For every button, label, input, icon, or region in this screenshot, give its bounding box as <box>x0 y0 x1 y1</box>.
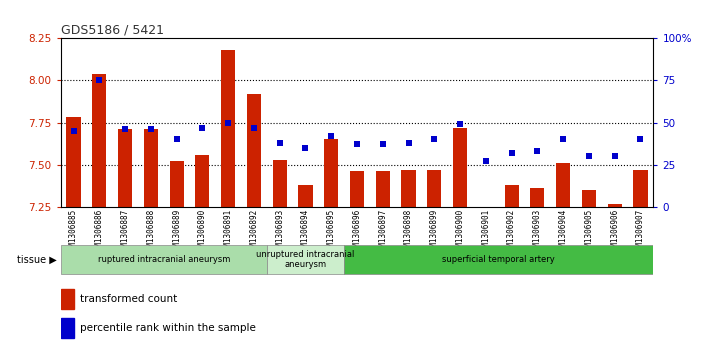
Point <box>119 126 131 132</box>
Bar <box>118 129 132 207</box>
Text: GSM1306888: GSM1306888 <box>146 209 156 255</box>
Text: GSM1306891: GSM1306891 <box>223 209 233 255</box>
Text: tissue ▶: tissue ▶ <box>17 254 57 265</box>
Bar <box>169 161 183 207</box>
Point <box>558 136 569 142</box>
Bar <box>221 50 235 207</box>
Bar <box>505 185 518 207</box>
Point <box>223 119 234 125</box>
Text: GSM1306899: GSM1306899 <box>430 209 439 255</box>
Bar <box>144 129 158 207</box>
Text: GSM1306890: GSM1306890 <box>198 209 207 255</box>
Point <box>635 136 646 142</box>
Point <box>248 125 260 130</box>
Bar <box>66 118 81 207</box>
Bar <box>196 155 209 207</box>
Text: ruptured intracranial aneurysm: ruptured intracranial aneurysm <box>98 255 230 264</box>
Point <box>145 126 156 132</box>
Text: GSM1306896: GSM1306896 <box>353 209 361 255</box>
Text: GSM1306894: GSM1306894 <box>301 209 310 255</box>
Point <box>532 148 543 154</box>
Point <box>94 77 105 83</box>
Bar <box>401 170 416 207</box>
Text: GSM1306898: GSM1306898 <box>404 209 413 255</box>
Bar <box>556 163 570 207</box>
Text: GSM1306885: GSM1306885 <box>69 209 78 255</box>
Bar <box>92 74 106 207</box>
Bar <box>427 170 441 207</box>
Point <box>506 150 518 156</box>
Point <box>403 140 414 146</box>
Text: GSM1306900: GSM1306900 <box>456 209 465 255</box>
Bar <box>344 245 653 274</box>
Bar <box>267 245 344 274</box>
Bar <box>376 171 390 207</box>
Point <box>377 142 388 147</box>
Bar <box>61 318 74 338</box>
Bar <box>453 127 467 207</box>
Bar <box>350 171 364 207</box>
Point <box>609 153 620 159</box>
Bar <box>273 160 287 207</box>
Text: GSM1306893: GSM1306893 <box>275 209 284 255</box>
Point <box>351 142 363 147</box>
Bar <box>324 139 338 207</box>
Text: superficial temporal artery: superficial temporal artery <box>443 255 555 264</box>
Text: GSM1306907: GSM1306907 <box>636 209 645 255</box>
Bar <box>61 245 267 274</box>
Text: GSM1306905: GSM1306905 <box>584 209 593 255</box>
Point <box>300 145 311 151</box>
Text: GSM1306901: GSM1306901 <box>481 209 491 255</box>
Point <box>583 153 595 159</box>
Point <box>274 140 286 146</box>
Point <box>480 158 491 164</box>
Text: percentile rank within the sample: percentile rank within the sample <box>80 323 256 333</box>
Text: GSM1306889: GSM1306889 <box>172 209 181 255</box>
Text: unruptured intracranial
aneurysm: unruptured intracranial aneurysm <box>256 250 355 269</box>
Point <box>196 125 208 130</box>
Text: GSM1306902: GSM1306902 <box>507 209 516 255</box>
Bar <box>531 188 545 207</box>
Text: GSM1306906: GSM1306906 <box>610 209 619 255</box>
Bar <box>61 289 74 309</box>
Point <box>171 136 182 142</box>
Text: GSM1306897: GSM1306897 <box>378 209 387 255</box>
Bar <box>298 185 313 207</box>
Bar <box>633 170 648 207</box>
Bar <box>582 190 596 207</box>
Text: transformed count: transformed count <box>80 294 177 304</box>
Text: GSM1306903: GSM1306903 <box>533 209 542 255</box>
Point <box>428 136 440 142</box>
Bar <box>608 204 622 207</box>
Text: GSM1306892: GSM1306892 <box>249 209 258 255</box>
Text: GSM1306904: GSM1306904 <box>558 209 568 255</box>
Point <box>454 121 466 127</box>
Point <box>326 133 337 139</box>
Text: GDS5186 / 5421: GDS5186 / 5421 <box>61 24 164 37</box>
Text: GSM1306895: GSM1306895 <box>327 209 336 255</box>
Point <box>68 128 79 134</box>
Text: GSM1306887: GSM1306887 <box>121 209 130 255</box>
Text: GSM1306886: GSM1306886 <box>95 209 104 255</box>
Bar <box>247 94 261 207</box>
